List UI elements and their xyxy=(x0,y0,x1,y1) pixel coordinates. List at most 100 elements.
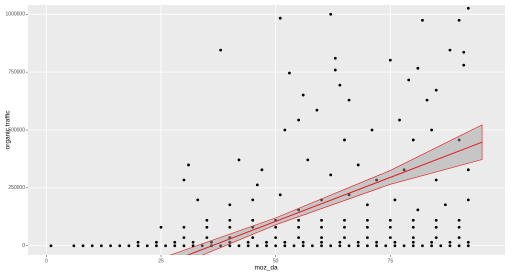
point xyxy=(366,225,369,229)
point xyxy=(430,128,434,132)
x-axis-label: moz_da xyxy=(254,265,278,272)
point xyxy=(329,244,333,248)
point xyxy=(434,218,438,222)
y-tick-label: 500000 xyxy=(8,127,25,133)
point xyxy=(278,16,282,20)
point xyxy=(388,236,392,240)
y-tick-label: 0 xyxy=(22,243,25,249)
point xyxy=(466,198,470,202)
y-tick-label: 1000000 xyxy=(6,12,26,18)
point xyxy=(49,244,53,248)
point xyxy=(320,218,323,222)
point xyxy=(434,88,438,92)
point xyxy=(219,48,223,52)
point xyxy=(430,240,434,244)
point xyxy=(283,244,287,248)
point xyxy=(430,244,434,248)
point xyxy=(462,63,466,67)
point xyxy=(301,240,305,244)
point xyxy=(388,58,392,62)
point xyxy=(434,178,438,182)
point xyxy=(297,236,301,240)
point xyxy=(320,236,323,240)
point xyxy=(219,244,223,248)
point xyxy=(246,240,250,244)
point xyxy=(255,183,259,187)
point xyxy=(288,71,291,75)
point xyxy=(228,244,232,248)
point xyxy=(320,240,323,244)
point xyxy=(393,240,397,244)
point xyxy=(320,225,323,229)
point xyxy=(109,244,112,248)
point xyxy=(306,158,310,162)
point xyxy=(173,240,177,244)
point xyxy=(457,138,461,142)
point xyxy=(343,218,346,222)
point xyxy=(136,240,140,244)
point xyxy=(338,244,342,248)
point xyxy=(90,244,94,248)
point xyxy=(347,98,351,102)
point xyxy=(434,225,438,229)
point xyxy=(187,163,190,167)
point xyxy=(338,240,342,244)
point xyxy=(164,244,167,248)
point xyxy=(265,244,268,248)
point xyxy=(200,244,204,248)
point xyxy=(136,244,140,248)
point xyxy=(205,218,209,222)
point xyxy=(127,244,131,248)
point xyxy=(411,244,415,248)
point xyxy=(421,18,424,22)
point xyxy=(333,56,337,60)
point xyxy=(283,240,287,244)
point xyxy=(338,83,342,87)
point xyxy=(439,244,443,248)
point xyxy=(457,225,461,229)
point xyxy=(411,236,415,240)
point xyxy=(265,240,268,244)
point xyxy=(457,218,461,222)
point xyxy=(210,240,213,244)
point xyxy=(356,163,360,167)
point xyxy=(205,225,209,229)
point xyxy=(411,225,415,229)
point xyxy=(251,218,255,222)
point xyxy=(145,244,149,248)
point xyxy=(398,118,401,122)
point xyxy=(297,118,301,122)
point xyxy=(416,208,420,212)
x-tick-label: 50 xyxy=(273,258,279,264)
point xyxy=(466,6,470,10)
point xyxy=(457,18,461,22)
point xyxy=(99,244,103,248)
point xyxy=(173,244,177,248)
point xyxy=(347,244,351,248)
point xyxy=(274,236,278,240)
point xyxy=(301,244,305,248)
point xyxy=(366,203,369,207)
point xyxy=(274,225,278,229)
point xyxy=(237,158,241,162)
point xyxy=(251,236,255,240)
point xyxy=(411,240,415,244)
point xyxy=(278,193,282,197)
point xyxy=(182,236,186,240)
point xyxy=(462,50,466,54)
point xyxy=(81,244,85,248)
point xyxy=(283,128,287,132)
point xyxy=(297,218,301,222)
point xyxy=(356,244,360,248)
point xyxy=(388,225,392,229)
point xyxy=(297,225,301,229)
point xyxy=(182,244,186,248)
point xyxy=(393,198,397,202)
point xyxy=(72,244,76,248)
point xyxy=(448,240,452,244)
point xyxy=(434,236,438,240)
point xyxy=(411,218,415,222)
x-tick-label: 75 xyxy=(388,258,394,264)
point xyxy=(255,244,259,248)
